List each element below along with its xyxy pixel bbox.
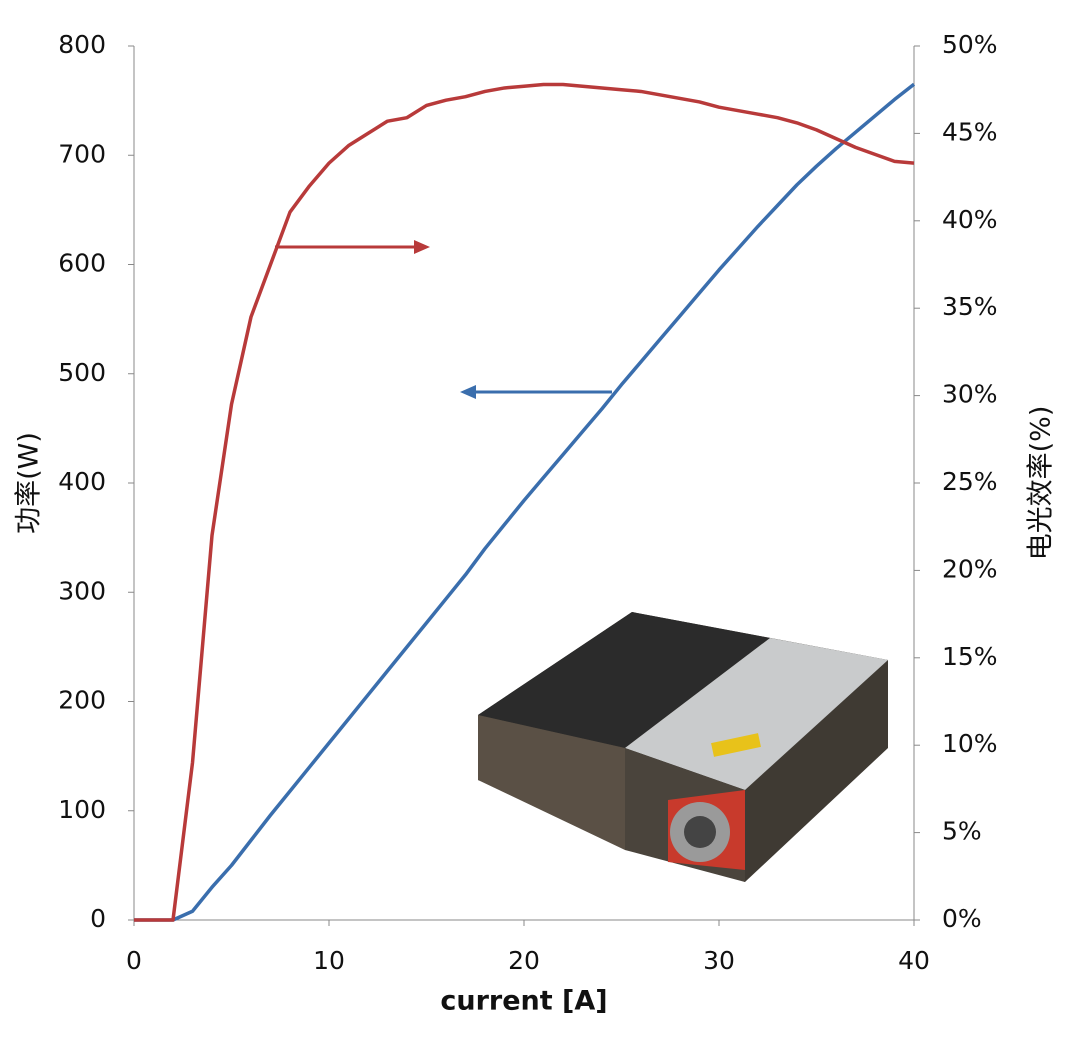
y2-tick-label: 0% xyxy=(942,904,982,933)
y-tick-label: 0 xyxy=(90,904,106,933)
data-line xyxy=(134,82,915,922)
y-tick-label: 800 xyxy=(58,30,106,59)
y2-tick-label: 35% xyxy=(942,292,998,321)
y2-axis-title: 电光效率(%) xyxy=(1026,406,1057,561)
y-tick-label: 200 xyxy=(58,686,106,715)
y2-tick-label: 30% xyxy=(942,380,998,409)
annotation-arrows xyxy=(275,240,612,399)
y-tick-label: 700 xyxy=(58,139,106,168)
y-axis-title: 功率(W) xyxy=(14,432,45,534)
laser-module-photo xyxy=(478,612,888,882)
y2-tick-label: 40% xyxy=(942,205,998,234)
x-axis-title: current [A] xyxy=(440,986,607,1017)
y-tick-label: 400 xyxy=(58,467,106,496)
y-tick-label: 300 xyxy=(58,576,106,605)
x-tick-label: 30 xyxy=(703,946,735,975)
y2-tick-label: 5% xyxy=(942,817,982,846)
y2-tick-label: 10% xyxy=(942,729,998,758)
y2-tick-label: 15% xyxy=(942,642,998,671)
y2-tick-label: 20% xyxy=(942,554,998,583)
x-tick-label: 20 xyxy=(508,946,540,975)
y2-tick-label: 45% xyxy=(942,117,998,146)
y2-tick-label: 50% xyxy=(942,30,998,59)
data-line xyxy=(134,82,916,922)
y-tick-label: 100 xyxy=(58,795,106,824)
x-tick-label: 10 xyxy=(313,946,345,975)
y-tick-label: 500 xyxy=(58,358,106,387)
y2-tick-label: 25% xyxy=(942,467,998,496)
y-tick-label: 600 xyxy=(58,249,106,278)
x-tick-label: 40 xyxy=(898,946,930,975)
x-tick-label: 0 xyxy=(126,946,142,975)
